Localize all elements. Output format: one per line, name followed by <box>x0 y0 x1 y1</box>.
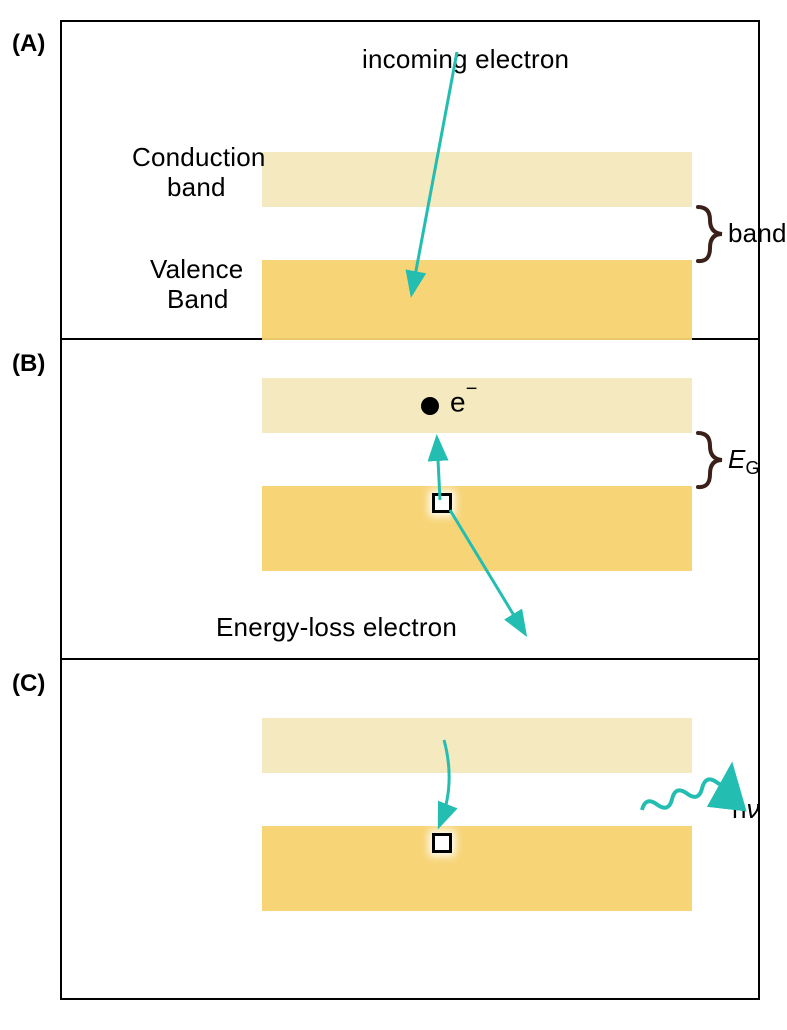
svg-panel-c <box>62 660 762 1000</box>
arrow-excitation <box>437 440 440 500</box>
svg-panel-b <box>62 340 762 660</box>
arrow-recombination <box>440 740 449 824</box>
brace-bandgap <box>698 207 722 261</box>
panel-letter-a: (A) <box>12 30 45 58</box>
panel-b: e− EG Energy-loss electron <box>60 340 760 660</box>
brace-eg <box>698 433 722 487</box>
panel-a: incoming electron Conduction band Valenc… <box>60 20 760 340</box>
arrow-energy-loss <box>450 510 524 632</box>
panel-letter-b: (B) <box>12 350 45 378</box>
photon-arrow <box>640 772 734 816</box>
arrow-incoming-electron <box>412 52 457 292</box>
svg-panel-a <box>62 22 762 342</box>
panel-c: hν <box>60 660 760 1000</box>
diagram-canvas: (A) incoming electron Conduction band Va… <box>0 0 787 1030</box>
panel-letter-c: (C) <box>12 670 45 698</box>
